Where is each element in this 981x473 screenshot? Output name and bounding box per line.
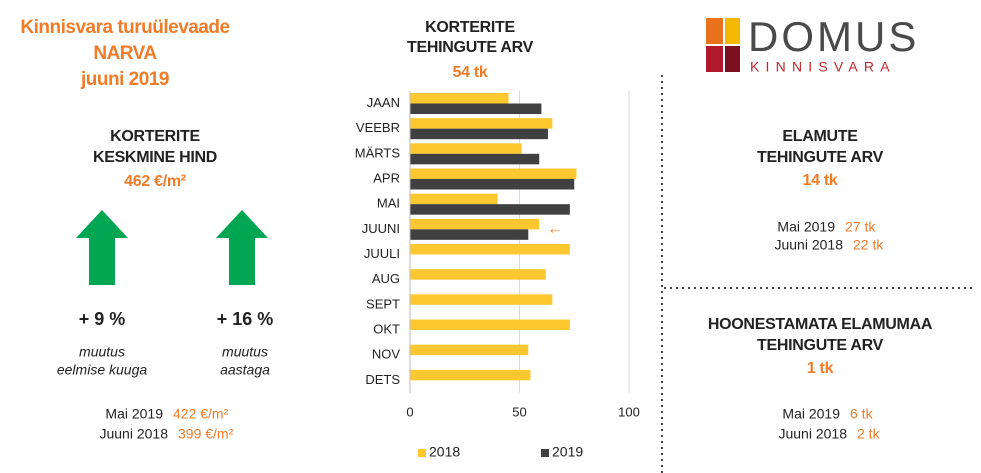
bar [410,179,575,190]
comparison-label: Mai 2019 [105,406,163,422]
comparison-label: Juuni 2018 [99,426,168,442]
legend-swatch [418,449,426,457]
bar [410,344,529,356]
section-title: HOONESTAMATA ELAMUMAA [708,316,933,333]
chart-title: TEHINGUTE ARV [407,39,534,56]
bar [410,93,509,104]
comparison-label: Mai 2019 [777,219,835,235]
up-arrow [216,210,268,285]
bar [410,229,529,240]
comparison-label: Mai 2019 [782,406,840,422]
legend-label: 2018 [429,444,460,460]
y-tick-label: JAAN [367,95,400,110]
x-tick-label: 0 [406,404,413,419]
logo-name: DOMUS [748,13,919,60]
bar [410,244,570,255]
section-title: TEHINGUTE ARV [757,337,884,354]
bar [410,319,570,330]
change-value: + 16 % [217,309,274,329]
y-tick-label: JUUNI [362,221,400,236]
chart-title: KORTERITE [425,19,515,36]
bar [410,143,522,154]
legend-swatch [541,449,549,457]
page-title: Kinnisvara turuülevaade [20,17,229,38]
y-tick-label: MAI [377,196,400,211]
logo-square [725,46,740,72]
legend-label: 2019 [552,444,583,460]
bar [410,128,548,140]
y-tick-label: AUG [372,271,400,286]
y-tick-label: OKT [373,322,400,337]
comparison-value: 399 €/m² [178,426,234,442]
bar [410,168,577,179]
section-value: 1 tk [807,360,834,377]
comparison-value: 422 €/m² [173,406,229,422]
comparison-label: Juuni 2018 [774,237,843,253]
section-value: 462 €/m² [124,173,186,190]
y-tick-label: NOV [372,347,401,362]
comparison-value: 6 tk [850,406,874,422]
comparison-value: 2 tk [857,426,881,442]
bar [410,193,498,205]
bar [410,153,540,165]
page-title: juuni 2019 [80,69,169,90]
bar [410,369,531,381]
bar [410,294,553,305]
y-tick-label: SEPT [366,296,400,311]
section-title: KESKMINE HIND [93,149,217,166]
section-title: ELAMUTE [782,128,858,145]
comparison-value: 22 tk [853,237,884,253]
logo-square [706,46,723,72]
y-tick-label: MÄRTS [355,145,401,160]
x-tick-label: 100 [618,404,640,419]
bar [410,204,570,215]
comparison-value: 27 tk [845,219,876,235]
y-tick-label: VEEBR [356,120,400,135]
bar-chart: 0 50 100 JAAN VEEBR MÄRTS APR MAI JUUNI JUULI AUG S… [355,91,640,460]
change-label: muutus [222,344,268,360]
logo: DOMUS KINNISVARA [706,13,919,75]
section-title: KORTERITE [110,128,200,145]
bar [410,103,542,114]
change-value: + 9 % [79,309,126,329]
x-tick-label: 50 [512,404,526,419]
y-tick-label: DETS [365,372,400,387]
bar [410,269,546,280]
annotation: ← [547,221,563,238]
change-label: aastaga [220,362,270,378]
page-title: NARVA [93,43,157,64]
chart-subtitle: 54 tk [453,64,488,81]
comparison-label: Juuni 2018 [778,426,847,442]
bar [410,118,553,129]
section-title: TEHINGUTE ARV [757,149,884,166]
y-tick-label: JUULI [364,246,400,261]
section-value: 14 tk [803,172,838,189]
logo-subtitle: KINNISVARA [750,59,896,75]
logo-square [725,18,740,44]
bar [410,218,540,230]
change-label: eelmise kuuga [57,362,147,378]
y-tick-label: APR [373,171,400,186]
change-label: muutus [79,344,125,360]
up-arrow [76,210,128,285]
logo-square [706,18,723,44]
